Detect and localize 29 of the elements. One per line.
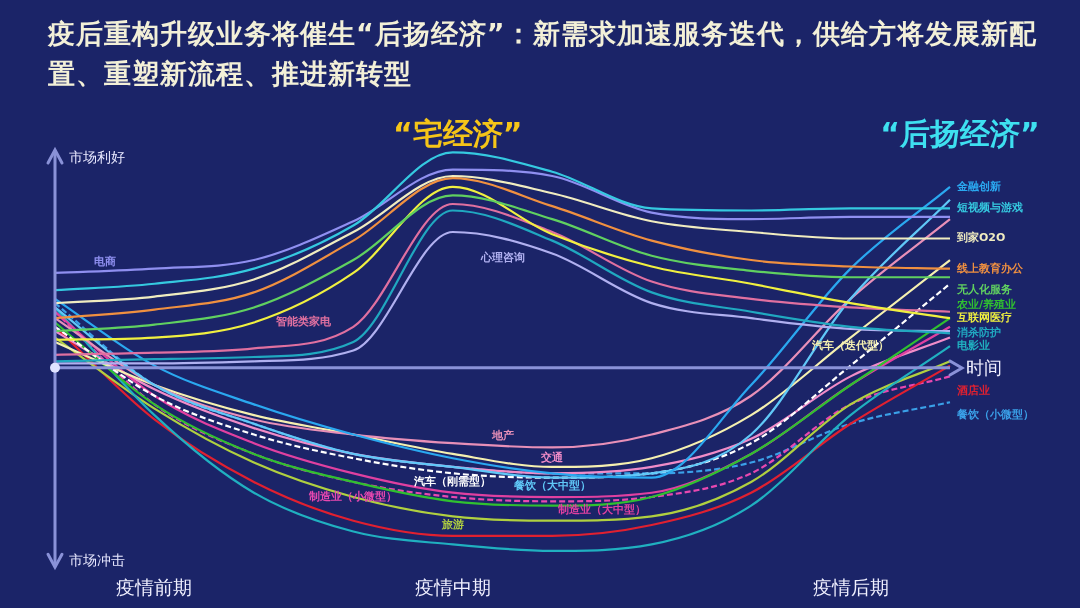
text: “宅经济” [393, 115, 523, 151]
series-label: 金融创新 [956, 179, 1001, 193]
y-axis-title: 市场利好 [69, 148, 125, 165]
series-label: 餐饮（小微型） [956, 408, 1034, 422]
series-label: 互联网医疗 [956, 311, 1012, 325]
series-label: 线上教育办公 [956, 261, 1024, 275]
series-label: 无人化服务 [956, 283, 1012, 297]
series-label: 消杀防护 [956, 326, 1001, 340]
series-label: 农业/养殖业 [956, 298, 1017, 312]
series-label: 地产 [490, 429, 514, 443]
series-label: 到家O2O [956, 231, 1006, 245]
x-axis-title: 时间 [966, 356, 1002, 379]
text: 市场冲击 [69, 551, 125, 568]
series-label: 旅游 [440, 518, 464, 532]
series-label: 酒店业 [956, 384, 990, 398]
series-label: 电影业 [957, 339, 990, 353]
series-label: 短视频与游戏 [956, 201, 1023, 215]
chart-title: 疫后重构升级业务将催生“后扬经济”：新需求加速服务迭代，供给方将发展新配置、重塑新流程、推进新转型 [48, 17, 1039, 91]
x-tick-label: 疫情前期 [116, 575, 193, 598]
series-label: 汽车（刚需型） [413, 475, 492, 489]
series-label: 电商 [93, 254, 116, 268]
series-label: 餐饮（大中型） [512, 479, 591, 493]
series-label: 心理咨询 [479, 250, 525, 264]
series-label: 交通 [540, 451, 565, 465]
text: “后扬经济” [880, 115, 1040, 151]
x-tick-label: 疫情中期 [414, 575, 491, 598]
series-label: 制造业（大中型） [556, 502, 646, 516]
x-tick-label: 疫情后期 [812, 575, 889, 598]
series-label: 智能类家电 [275, 315, 333, 329]
